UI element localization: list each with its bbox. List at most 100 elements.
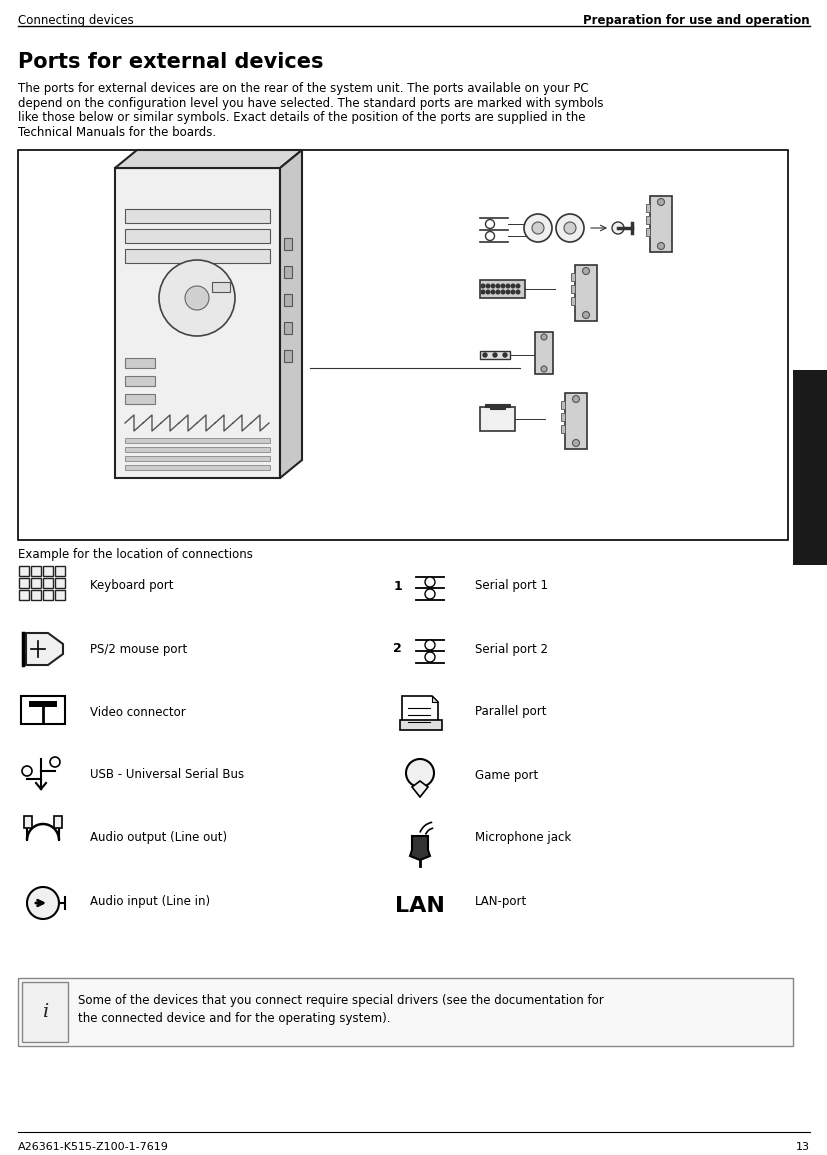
Bar <box>571 273 575 281</box>
Text: Some of the devices that you connect require special drivers (see the documentat: Some of the devices that you connect req… <box>78 994 604 1007</box>
Circle shape <box>159 260 235 336</box>
Circle shape <box>503 353 507 357</box>
Circle shape <box>485 231 495 240</box>
Circle shape <box>491 290 495 293</box>
Bar <box>212 282 230 292</box>
Bar <box>29 701 57 707</box>
Circle shape <box>657 243 665 249</box>
Text: Preparation for use and operation: Preparation for use and operation <box>583 14 810 27</box>
Text: Audio output (Line out): Audio output (Line out) <box>90 832 227 844</box>
Bar <box>535 331 553 374</box>
Bar <box>125 249 270 263</box>
Bar <box>43 566 53 576</box>
Bar <box>650 196 672 252</box>
Circle shape <box>481 290 485 293</box>
Text: the connected device and for the operating system).: the connected device and for the operati… <box>78 1012 390 1024</box>
Bar <box>793 370 827 565</box>
Text: A26361-K515-Z100-1-7619: A26361-K515-Z100-1-7619 <box>18 1142 169 1152</box>
Text: LAN: LAN <box>395 896 445 916</box>
Circle shape <box>541 334 547 340</box>
Polygon shape <box>280 150 302 478</box>
Circle shape <box>657 199 665 206</box>
Circle shape <box>582 268 590 275</box>
Bar <box>43 590 53 599</box>
Text: LAN-port: LAN-port <box>475 894 528 908</box>
Text: The ports for external devices are on the rear of the system unit. The ports ava: The ports for external devices are on th… <box>18 82 589 95</box>
Circle shape <box>564 222 576 234</box>
Circle shape <box>406 759 434 787</box>
Bar <box>19 590 29 599</box>
Text: Keyboard port: Keyboard port <box>90 580 174 593</box>
Text: Video connector: Video connector <box>90 706 186 718</box>
Polygon shape <box>115 150 302 167</box>
Bar <box>43 578 53 588</box>
Bar <box>480 280 525 298</box>
Text: Connecting devices: Connecting devices <box>18 14 134 27</box>
Circle shape <box>506 290 509 293</box>
Bar <box>125 456 270 461</box>
Bar <box>22 982 68 1042</box>
Text: Example for the location of connections: Example for the location of connections <box>18 547 253 561</box>
Bar <box>646 204 650 213</box>
Text: 2: 2 <box>394 642 402 656</box>
Circle shape <box>496 284 500 288</box>
Text: i: i <box>42 1003 48 1021</box>
Bar <box>485 404 510 407</box>
Bar <box>561 401 565 409</box>
Circle shape <box>501 290 504 293</box>
Bar <box>19 578 29 588</box>
Bar <box>284 266 292 278</box>
Bar <box>24 815 32 828</box>
Bar <box>125 465 270 470</box>
Bar <box>646 228 650 236</box>
Polygon shape <box>410 836 430 860</box>
Circle shape <box>486 284 490 288</box>
Circle shape <box>496 290 500 293</box>
Circle shape <box>50 757 60 767</box>
Circle shape <box>481 284 485 288</box>
Text: like those below or similar symbols. Exact details of the position of the ports : like those below or similar symbols. Exa… <box>18 111 586 124</box>
Text: Serial port 1: Serial port 1 <box>475 580 548 593</box>
Bar <box>125 438 270 444</box>
Text: depend on the configuration level you have selected. The standard ports are mark: depend on the configuration level you ha… <box>18 97 604 110</box>
Circle shape <box>425 589 435 599</box>
Circle shape <box>425 653 435 662</box>
Circle shape <box>22 766 32 776</box>
Circle shape <box>486 290 490 293</box>
Bar <box>571 285 575 293</box>
Bar <box>55 566 65 576</box>
Bar <box>31 566 41 576</box>
Bar <box>575 264 597 321</box>
Text: Ports for external devices: Ports for external devices <box>18 52 323 72</box>
Circle shape <box>572 440 580 447</box>
Bar <box>125 358 155 368</box>
Circle shape <box>511 284 514 288</box>
Bar <box>561 425 565 433</box>
Bar <box>400 720 442 730</box>
Bar <box>55 578 65 588</box>
Circle shape <box>185 286 209 310</box>
Circle shape <box>516 284 520 288</box>
Circle shape <box>516 290 520 293</box>
Bar <box>125 377 155 386</box>
Circle shape <box>524 214 552 243</box>
Bar <box>490 405 505 409</box>
Bar <box>561 413 565 422</box>
Polygon shape <box>402 696 438 724</box>
Text: Parallel port: Parallel port <box>475 706 547 718</box>
Circle shape <box>572 395 580 402</box>
Text: Serial port 2: Serial port 2 <box>475 642 548 656</box>
Text: Game port: Game port <box>475 768 538 782</box>
Circle shape <box>493 353 497 357</box>
Bar <box>125 209 270 223</box>
Circle shape <box>582 312 590 319</box>
Circle shape <box>425 578 435 587</box>
Text: Audio input (Line in): Audio input (Line in) <box>90 894 210 908</box>
Bar <box>284 295 292 306</box>
Bar <box>284 350 292 362</box>
Polygon shape <box>26 633 63 665</box>
Circle shape <box>501 284 504 288</box>
Bar <box>480 407 515 431</box>
Text: USB - Universal Serial Bus: USB - Universal Serial Bus <box>90 768 244 782</box>
Bar <box>54 815 62 828</box>
